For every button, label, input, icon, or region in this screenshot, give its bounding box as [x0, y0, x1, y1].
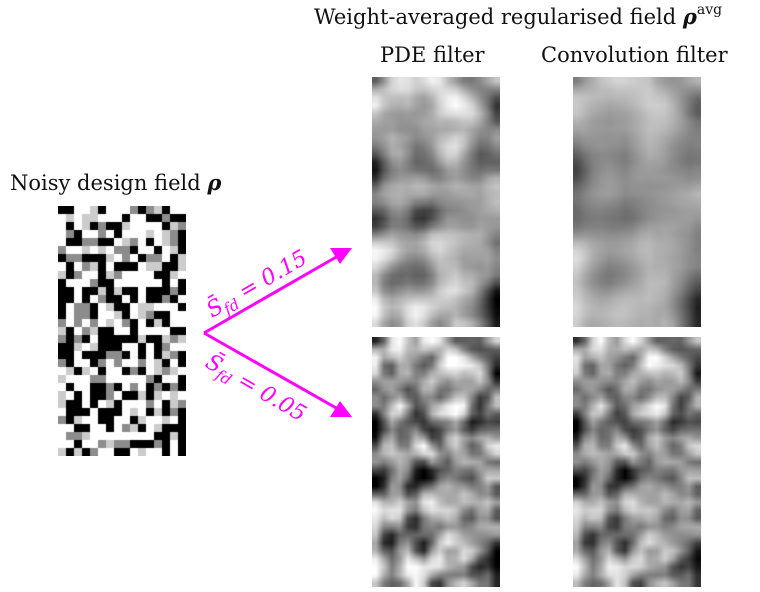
lower-arrow-label-value: = 0.05 — [227, 365, 310, 427]
column-header-convolution: Convolution filter — [541, 43, 728, 67]
lower-arrow — [203, 331, 352, 417]
lower-arrow-label-subscript: fd — [212, 365, 235, 389]
noisy-field-label: Noisy design field ρ — [10, 170, 221, 195]
pde-filter-field-005-image — [372, 337, 500, 587]
convolution-filter-field-015-image — [573, 77, 701, 327]
figure-title-text: Weight-averaged regularised field — [314, 5, 683, 29]
figure-title: Weight-averaged regularised field ρavg — [314, 2, 722, 29]
figure-title-superscript: avg — [696, 2, 723, 18]
upper-arrow-label-subscript: fd — [220, 295, 243, 319]
upper-arrow-label: S̄fd = 0.15 — [201, 244, 313, 326]
pde-filter-field-015-image — [372, 77, 500, 327]
lower-arrow-label: S̄fd = 0.05 — [200, 348, 312, 430]
noisy-design-field-image — [58, 206, 186, 456]
noisy-field-label-text: Noisy design field — [10, 171, 208, 195]
upper-arrow — [203, 248, 352, 335]
figure-title-symbol: ρ — [682, 4, 697, 29]
convolution-filter-field-005-image — [573, 337, 701, 587]
noisy-field-label-symbol: ρ — [207, 170, 222, 195]
column-header-pde: PDE filter — [380, 43, 485, 67]
